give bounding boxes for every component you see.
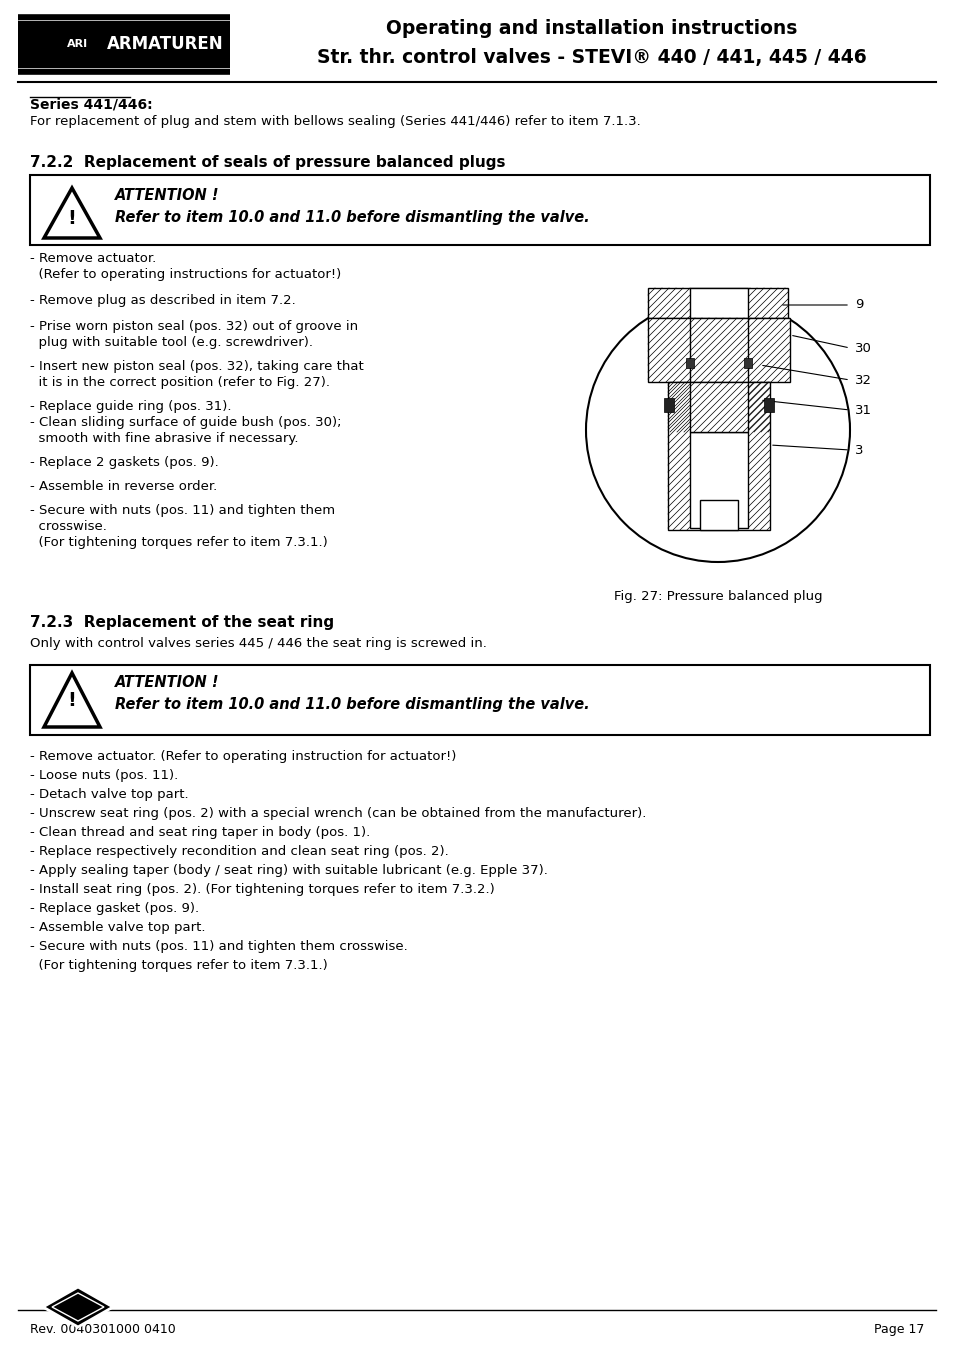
Text: ATTENTION !: ATTENTION ! <box>115 676 219 690</box>
Text: - Unscrew seat ring (pos. 2) with a special wrench (can be obtained from the man: - Unscrew seat ring (pos. 2) with a spec… <box>30 807 646 820</box>
Bar <box>30 665 929 735</box>
Bar <box>700 500 738 530</box>
Text: - Secure with nuts (pos. 11) and tighten them crosswise.: - Secure with nuts (pos. 11) and tighten… <box>30 940 407 952</box>
Text: - Replace guide ring (pos. 31).: - Replace guide ring (pos. 31). <box>30 400 232 413</box>
Text: Rev. 0040301000 0410: Rev. 0040301000 0410 <box>30 1323 175 1336</box>
Text: For replacement of plug and stem with bellows sealing (Series 441/446) refer to : For replacement of plug and stem with be… <box>30 115 640 128</box>
Circle shape <box>585 299 849 562</box>
Text: 32: 32 <box>854 373 871 386</box>
Bar <box>743 358 751 367</box>
Text: - Replace gasket (pos. 9).: - Replace gasket (pos. 9). <box>30 902 199 915</box>
Text: 7.2.2  Replacement of seals of pressure balanced plugs: 7.2.2 Replacement of seals of pressure b… <box>30 155 505 170</box>
Bar <box>647 288 787 317</box>
Text: Only with control valves series 445 / 446 the seat ring is screwed in.: Only with control valves series 445 / 44… <box>30 638 486 650</box>
Text: it is in the correct position (refer to Fig. 27).: it is in the correct position (refer to … <box>30 376 330 389</box>
Text: - Remove plug as described in item 7.2.: - Remove plug as described in item 7.2. <box>30 295 295 307</box>
Bar <box>663 399 673 412</box>
Text: - Insert new piston seal (pos. 32), taking care that: - Insert new piston seal (pos. 32), taki… <box>30 359 363 373</box>
Text: - Install seat ring (pos. 2). (For tightening torques refer to item 7.3.2.): - Install seat ring (pos. 2). (For tight… <box>30 884 495 896</box>
Text: Str. thr. control valves - STEVI® 440 / 441, 445 / 446: Str. thr. control valves - STEVI® 440 / … <box>316 47 866 66</box>
Bar <box>763 399 773 412</box>
Text: - Clean sliding surface of guide bush (pos. 30);: - Clean sliding surface of guide bush (p… <box>30 416 341 430</box>
Text: 30: 30 <box>854 342 871 354</box>
Text: ARI: ARI <box>68 39 89 49</box>
Text: Page 17: Page 17 <box>873 1323 923 1336</box>
Text: - Loose nuts (pos. 11).: - Loose nuts (pos. 11). <box>30 769 178 782</box>
Bar <box>689 382 747 432</box>
Text: (Refer to operating instructions for actuator!): (Refer to operating instructions for act… <box>30 267 341 281</box>
Bar <box>667 382 769 530</box>
Text: plug with suitable tool (e.g. screwdriver).: plug with suitable tool (e.g. screwdrive… <box>30 336 313 349</box>
Text: - Prise worn piston seal (pos. 32) out of groove in: - Prise worn piston seal (pos. 32) out o… <box>30 320 357 332</box>
Text: - Remove actuator.: - Remove actuator. <box>30 253 156 265</box>
Text: smooth with fine abrasive if necessary.: smooth with fine abrasive if necessary. <box>30 432 298 444</box>
Polygon shape <box>43 1288 112 1327</box>
Text: !: ! <box>68 208 76 227</box>
Text: - Detach valve top part.: - Detach valve top part. <box>30 788 189 801</box>
Polygon shape <box>52 1293 104 1321</box>
Text: 9: 9 <box>854 299 862 312</box>
Text: (For tightening torques refer to item 7.3.1.): (For tightening torques refer to item 7.… <box>30 959 328 971</box>
Text: - Assemble in reverse order.: - Assemble in reverse order. <box>30 480 217 493</box>
Text: ARMATUREN: ARMATUREN <box>107 35 223 53</box>
Text: (For tightening torques refer to item 7.3.1.): (For tightening torques refer to item 7.… <box>30 536 328 549</box>
Polygon shape <box>44 188 100 238</box>
Text: 3: 3 <box>854 443 862 457</box>
Text: - Remove actuator. (Refer to operating instruction for actuator!): - Remove actuator. (Refer to operating i… <box>30 750 456 763</box>
Text: !: ! <box>68 690 76 709</box>
Bar <box>18 14 230 76</box>
Text: Operating and installation instructions: Operating and installation instructions <box>386 19 797 38</box>
Text: 7.2.3  Replacement of the seat ring: 7.2.3 Replacement of the seat ring <box>30 615 334 630</box>
Text: 31: 31 <box>854 404 871 416</box>
Bar <box>689 432 747 528</box>
Text: crosswise.: crosswise. <box>30 520 107 534</box>
Bar <box>745 317 789 382</box>
Bar <box>689 288 747 317</box>
Bar <box>685 358 693 367</box>
Text: - Replace 2 gaskets (pos. 9).: - Replace 2 gaskets (pos. 9). <box>30 457 218 469</box>
Text: - Apply sealing taper (body / seat ring) with suitable lubricant (e.g. Epple 37): - Apply sealing taper (body / seat ring)… <box>30 865 547 877</box>
Text: - Assemble valve top part.: - Assemble valve top part. <box>30 921 205 934</box>
Text: - Secure with nuts (pos. 11) and tighten them: - Secure with nuts (pos. 11) and tighten… <box>30 504 335 517</box>
Bar <box>647 317 691 382</box>
Text: Refer to item 10.0 and 11.0 before dismantling the valve.: Refer to item 10.0 and 11.0 before disma… <box>115 697 589 712</box>
Polygon shape <box>44 673 100 727</box>
Text: Refer to item 10.0 and 11.0 before dismantling the valve.: Refer to item 10.0 and 11.0 before disma… <box>115 209 589 226</box>
Bar <box>689 317 747 382</box>
Text: Fig. 27: Pressure balanced plug: Fig. 27: Pressure balanced plug <box>613 590 821 603</box>
Bar <box>30 176 929 245</box>
Text: - Replace respectively recondition and clean seat ring (pos. 2).: - Replace respectively recondition and c… <box>30 844 448 858</box>
Text: Series 441/446:: Series 441/446: <box>30 97 152 111</box>
Text: - Clean thread and seat ring taper in body (pos. 1).: - Clean thread and seat ring taper in bo… <box>30 825 370 839</box>
Text: ATTENTION !: ATTENTION ! <box>115 188 219 203</box>
